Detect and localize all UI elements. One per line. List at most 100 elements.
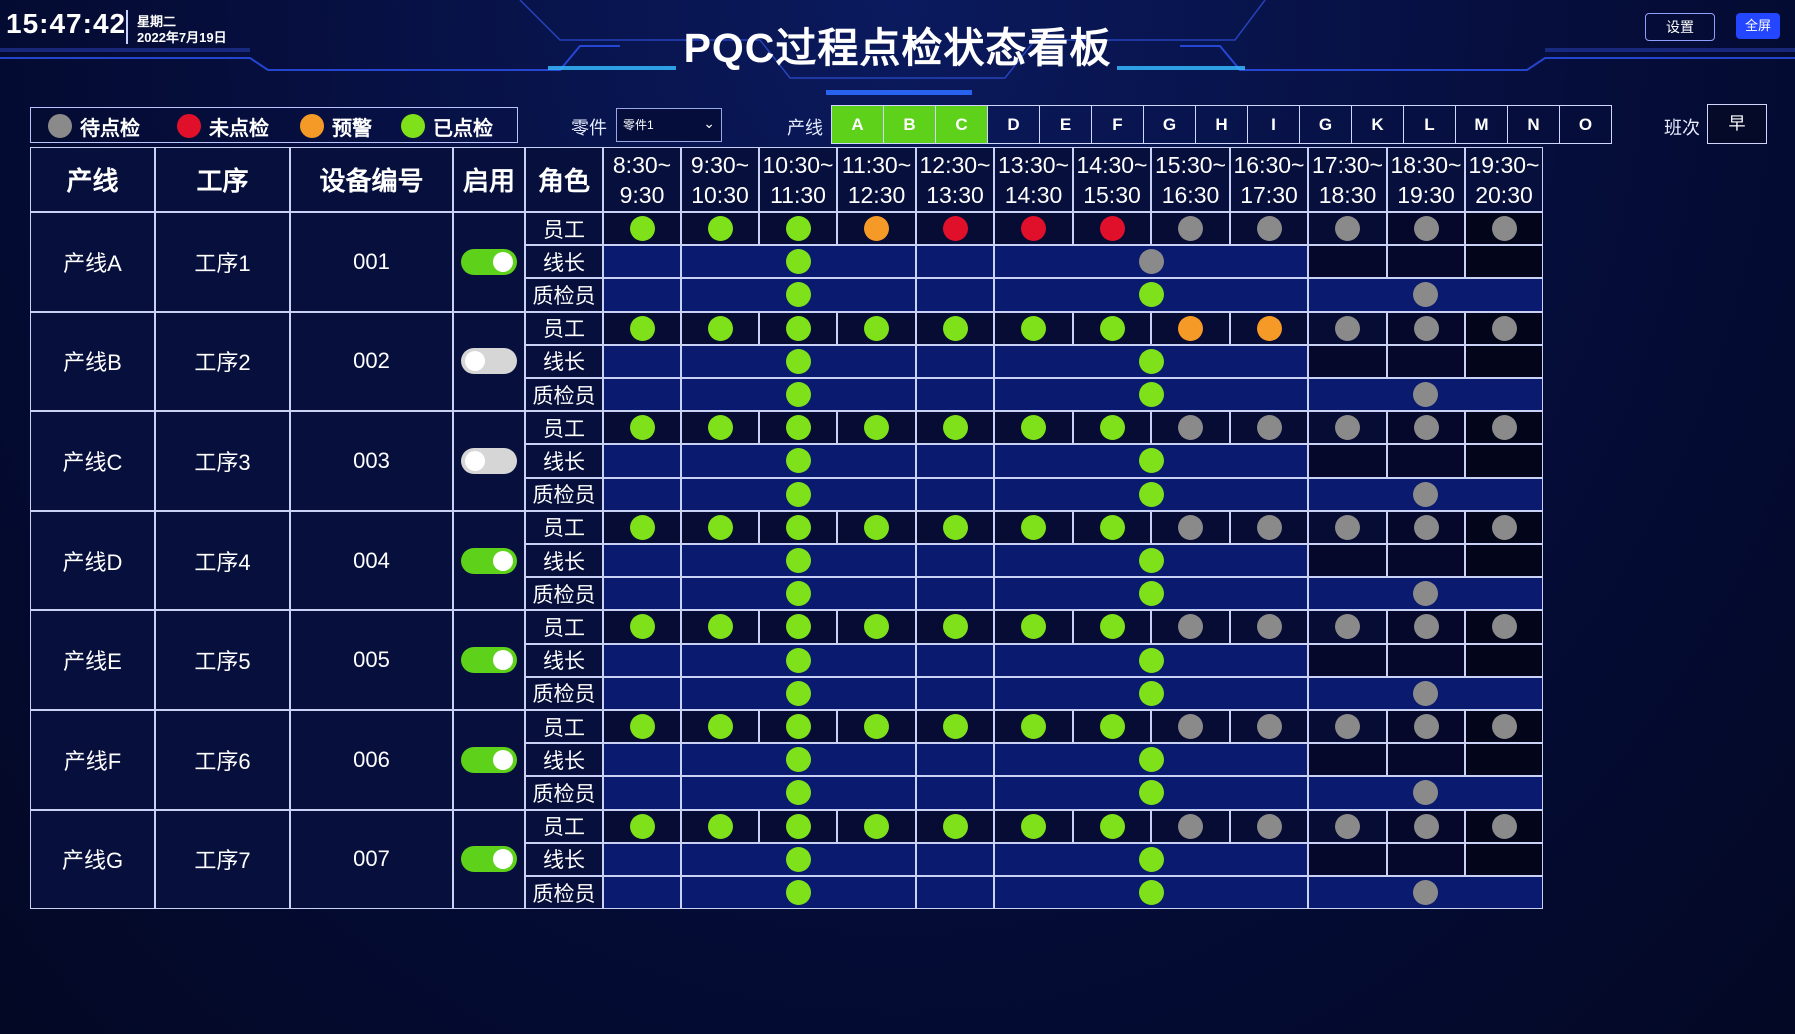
status-green-dot-icon[interactable] (629, 514, 655, 540)
status-gray-dot-icon[interactable] (1413, 581, 1438, 607)
status-green-dot-icon[interactable] (785, 315, 811, 341)
shift-select[interactable]: 早 (1707, 104, 1767, 144)
status-green-dot-icon[interactable] (942, 315, 968, 341)
enable-toggle[interactable] (461, 846, 517, 873)
status-green-dot-icon[interactable] (1099, 813, 1125, 839)
fullscreen-button[interactable]: 全屏 (1736, 13, 1780, 39)
status-gray-dot-icon[interactable] (1491, 813, 1517, 839)
status-gray-dot-icon[interactable] (1491, 514, 1517, 540)
status-red-dot-icon[interactable] (942, 216, 968, 242)
status-green-dot-icon[interactable] (942, 813, 968, 839)
status-green-dot-icon[interactable] (942, 514, 968, 540)
line-filter-o[interactable]: O (1559, 105, 1612, 144)
status-green-dot-icon[interactable] (1138, 382, 1164, 408)
status-green-dot-icon[interactable] (864, 514, 889, 540)
status-green-dot-icon[interactable] (1099, 514, 1125, 540)
status-gray-dot-icon[interactable] (1335, 415, 1360, 441)
status-gray-dot-icon[interactable] (1413, 880, 1438, 906)
status-gray-dot-icon[interactable] (1491, 614, 1517, 640)
status-green-dot-icon[interactable] (1138, 282, 1164, 308)
line-filter-g[interactable]: G (1299, 105, 1352, 144)
line-filter-f[interactable]: F (1091, 105, 1144, 144)
status-green-dot-icon[interactable] (864, 813, 889, 839)
status-green-dot-icon[interactable] (1138, 780, 1164, 806)
status-gray-dot-icon[interactable] (1335, 813, 1360, 839)
status-green-dot-icon[interactable] (1021, 714, 1046, 740)
status-orange-dot-icon[interactable] (1178, 315, 1203, 341)
status-gray-dot-icon[interactable] (1413, 714, 1439, 740)
status-gray-dot-icon[interactable] (1413, 282, 1438, 308)
line-filter-a[interactable]: A (831, 105, 884, 144)
line-filter-k[interactable]: K (1351, 105, 1404, 144)
status-green-dot-icon[interactable] (942, 614, 968, 640)
status-gray-dot-icon[interactable] (1178, 714, 1203, 740)
status-green-dot-icon[interactable] (786, 647, 811, 673)
status-red-dot-icon[interactable] (1099, 216, 1125, 242)
status-gray-dot-icon[interactable] (1178, 813, 1203, 839)
status-green-dot-icon[interactable] (786, 680, 811, 706)
status-green-dot-icon[interactable] (707, 714, 733, 740)
status-green-dot-icon[interactable] (785, 415, 811, 441)
status-gray-dot-icon[interactable] (1413, 315, 1439, 341)
status-green-dot-icon[interactable] (1099, 315, 1125, 341)
status-green-dot-icon[interactable] (786, 548, 811, 574)
status-green-dot-icon[interactable] (707, 216, 733, 242)
status-green-dot-icon[interactable] (1138, 481, 1164, 507)
status-gray-dot-icon[interactable] (1178, 614, 1203, 640)
status-gray-dot-icon[interactable] (1138, 249, 1164, 275)
status-green-dot-icon[interactable] (786, 249, 811, 275)
status-green-dot-icon[interactable] (785, 216, 811, 242)
status-gray-dot-icon[interactable] (1335, 315, 1360, 341)
status-gray-dot-icon[interactable] (1335, 216, 1360, 242)
status-green-dot-icon[interactable] (629, 813, 655, 839)
status-green-dot-icon[interactable] (786, 880, 811, 906)
status-green-dot-icon[interactable] (786, 382, 811, 408)
status-green-dot-icon[interactable] (942, 714, 968, 740)
status-green-dot-icon[interactable] (864, 714, 889, 740)
status-gray-dot-icon[interactable] (1256, 614, 1282, 640)
status-green-dot-icon[interactable] (864, 614, 889, 640)
status-green-dot-icon[interactable] (785, 514, 811, 540)
status-green-dot-icon[interactable] (864, 415, 889, 441)
status-green-dot-icon[interactable] (786, 846, 811, 872)
status-gray-dot-icon[interactable] (1491, 216, 1517, 242)
status-gray-dot-icon[interactable] (1256, 514, 1282, 540)
status-green-dot-icon[interactable] (707, 514, 733, 540)
status-green-dot-icon[interactable] (1099, 714, 1125, 740)
status-red-dot-icon[interactable] (1021, 216, 1046, 242)
status-green-dot-icon[interactable] (1138, 348, 1164, 374)
status-green-dot-icon[interactable] (785, 813, 811, 839)
status-gray-dot-icon[interactable] (1335, 614, 1360, 640)
status-green-dot-icon[interactable] (1021, 315, 1046, 341)
status-gray-dot-icon[interactable] (1178, 216, 1203, 242)
status-gray-dot-icon[interactable] (1256, 216, 1282, 242)
status-gray-dot-icon[interactable] (1178, 514, 1203, 540)
line-filter-e[interactable]: E (1039, 105, 1092, 144)
status-green-dot-icon[interactable] (707, 315, 733, 341)
part-select[interactable]: 零件1 ⌄ (616, 108, 722, 142)
status-green-dot-icon[interactable] (785, 614, 811, 640)
status-gray-dot-icon[interactable] (1491, 714, 1517, 740)
status-green-dot-icon[interactable] (786, 282, 811, 308)
enable-toggle[interactable] (461, 447, 517, 474)
status-green-dot-icon[interactable] (786, 581, 811, 607)
status-green-dot-icon[interactable] (786, 747, 811, 773)
status-green-dot-icon[interactable] (707, 614, 733, 640)
status-gray-dot-icon[interactable] (1413, 680, 1438, 706)
status-green-dot-icon[interactable] (786, 348, 811, 374)
status-green-dot-icon[interactable] (864, 315, 889, 341)
status-green-dot-icon[interactable] (1138, 747, 1164, 773)
status-green-dot-icon[interactable] (1138, 680, 1164, 706)
status-gray-dot-icon[interactable] (1413, 780, 1438, 806)
status-gray-dot-icon[interactable] (1413, 813, 1439, 839)
status-green-dot-icon[interactable] (707, 813, 733, 839)
enable-toggle[interactable] (461, 746, 517, 773)
line-filter-l[interactable]: L (1403, 105, 1456, 144)
line-filter-h[interactable]: H (1195, 105, 1248, 144)
status-green-dot-icon[interactable] (1138, 548, 1164, 574)
status-gray-dot-icon[interactable] (1413, 415, 1439, 441)
status-gray-dot-icon[interactable] (1335, 514, 1360, 540)
status-green-dot-icon[interactable] (1021, 415, 1046, 441)
status-green-dot-icon[interactable] (1099, 614, 1125, 640)
status-green-dot-icon[interactable] (629, 315, 655, 341)
